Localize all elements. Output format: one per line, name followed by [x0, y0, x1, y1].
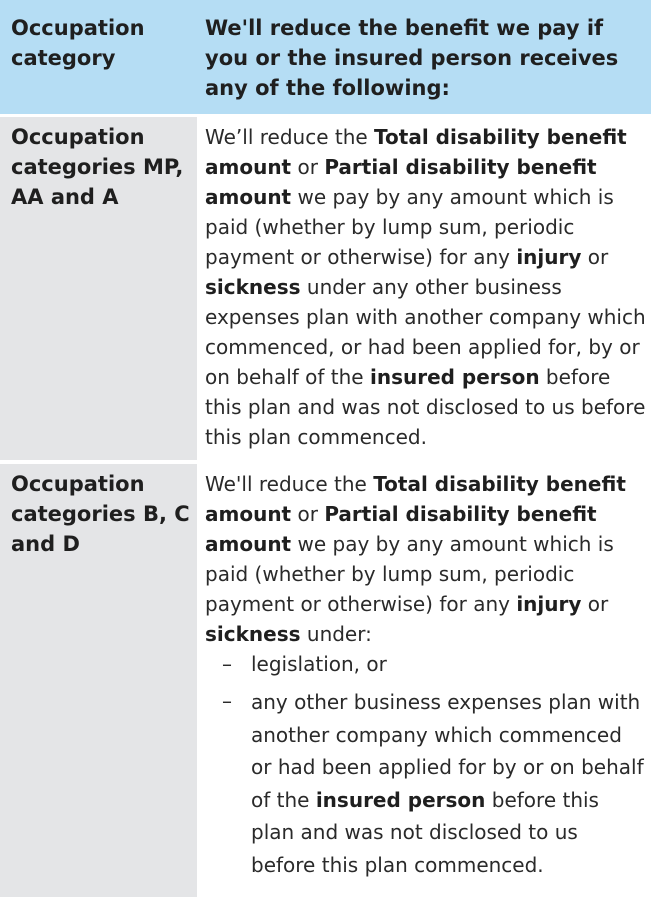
- row-divider: [0, 114, 651, 118]
- row-2-category-label: Occupation categories B, C and D: [11, 472, 190, 556]
- row-1-description: We’ll reduce the Total disability benefi…: [205, 122, 647, 452]
- bold-term: Partial disability benefit amount: [205, 502, 597, 556]
- text-segment: or: [291, 502, 325, 526]
- header-occupation-category: Occupation category: [11, 16, 145, 70]
- row-1-category-cell: Occupation categories MP, AA and A: [0, 117, 197, 460]
- bold-term: Total disability benefit amount: [205, 125, 627, 179]
- text-segment: we pay by any amount which is paid (whet…: [205, 185, 614, 269]
- header-reduction-conditions: We'll reduce the benefit we pay if you o…: [205, 16, 619, 100]
- bold-term: sickness: [205, 275, 301, 299]
- table-header-row: Occupation category We'll reduce the ben…: [0, 0, 651, 114]
- row-divider: [0, 460, 651, 464]
- bold-term: sickness: [205, 622, 301, 646]
- text-segment: We’ll reduce the: [205, 125, 375, 149]
- text-segment: any other business expenses plan with an…: [251, 690, 644, 812]
- text-segment: or: [581, 245, 609, 269]
- text-segment: before this plan and was not disclosed t…: [251, 787, 599, 877]
- bold-term: insured person: [369, 365, 540, 389]
- text-segment: we pay by any amount which is paid (whet…: [205, 532, 614, 616]
- row-2-category-cell: Occupation categories B, C and D: [0, 464, 197, 897]
- text-segment: before this plan and was not disclosed t…: [205, 365, 646, 449]
- dash-bullet-marker: –: [222, 689, 232, 713]
- row-2-description: We'll reduce the Total disability benefi…: [205, 469, 647, 649]
- text-segment: legislation, or: [251, 652, 387, 676]
- text-segment: under:: [300, 622, 372, 646]
- row-1-category-label: Occupation categories MP, AA and A: [11, 125, 184, 209]
- text-segment: or: [291, 155, 325, 179]
- bold-term: injury: [516, 592, 582, 616]
- bold-term: Total disability benefit amount: [205, 472, 626, 526]
- bullet-item-other-plan: any other business expenses plan with an…: [251, 686, 647, 881]
- text-segment: under any other business expenses plan w…: [205, 275, 646, 389]
- bold-term: Partial disability benefit amount: [205, 155, 597, 209]
- bullet-item-legislation: legislation, or: [251, 649, 647, 679]
- bold-term: insured person: [315, 787, 486, 812]
- dash-bullet-marker: –: [222, 652, 232, 676]
- bold-term: injury: [516, 245, 582, 269]
- text-segment: We'll reduce the: [205, 472, 374, 496]
- text-segment: or: [581, 592, 609, 616]
